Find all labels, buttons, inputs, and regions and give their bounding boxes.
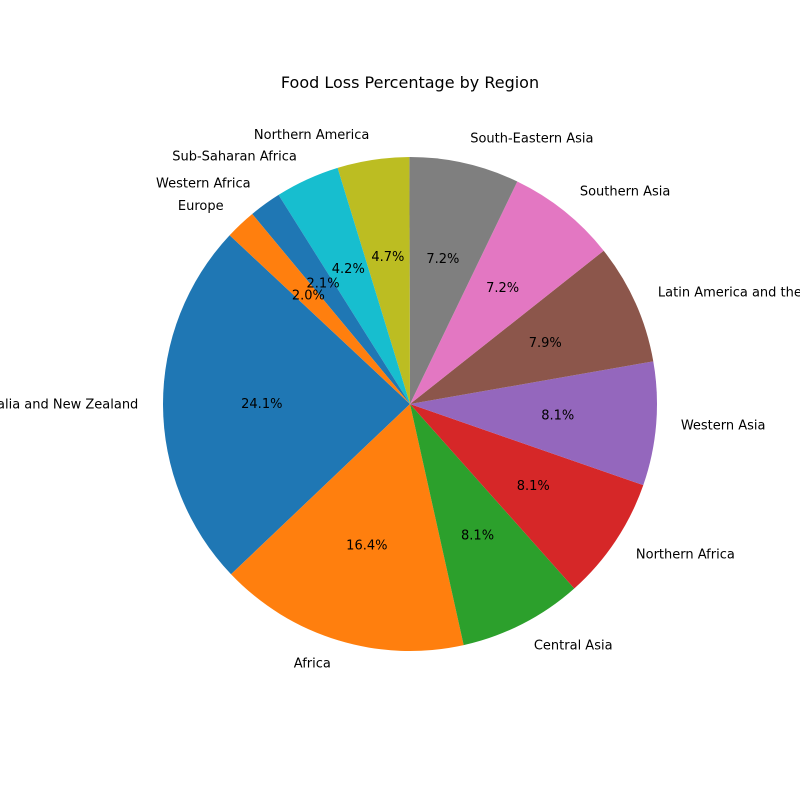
slice-label: South-Eastern Asia [470, 132, 593, 147]
pie-slice [410, 404, 644, 589]
slice-percent-label: 2.1% [307, 276, 340, 291]
slice-label: Northern Africa [636, 547, 735, 562]
slice-label: Europe [178, 199, 224, 214]
slice-percent-label: 7.2% [426, 252, 459, 267]
slice-label: Latin America and the Caribbean [658, 285, 800, 300]
slice-percent-label: 4.2% [332, 262, 365, 277]
slice-label: Australia and New Zealand [0, 398, 138, 413]
pie-slice [231, 404, 464, 652]
slice-percent-label: 24.1% [241, 397, 282, 412]
pie-slice [252, 194, 410, 404]
pie-slice [229, 213, 410, 404]
slice-percent-label: 8.1% [517, 479, 550, 494]
slice-percent-label: 16.4% [346, 538, 387, 553]
slice-label: Northern America [254, 128, 369, 143]
slice-label: Africa [294, 656, 331, 671]
slice-percent-label: 2.0% [292, 289, 325, 304]
slice-percent-label: 4.7% [371, 250, 404, 265]
slice-percent-label: 7.2% [486, 281, 519, 296]
pie-slices [163, 157, 657, 652]
slice-label: Western Asia [681, 418, 766, 433]
slice-label: Sub-Saharan Africa [172, 149, 297, 164]
slice-percent-label: 8.1% [541, 408, 574, 423]
chart-title: Food Loss Percentage by Region [281, 73, 539, 92]
slice-label: Central Asia [534, 638, 613, 653]
slice-percent-label: 8.1% [461, 528, 494, 543]
pie-slice [163, 235, 410, 575]
pie-slice [278, 167, 410, 404]
slice-percent-label: 7.9% [529, 336, 562, 351]
pie-slice [337, 157, 410, 404]
pie-slice [410, 181, 604, 404]
pie-labels: Australia and New Zealand 24.1% Africa 16.4… [0, 128, 800, 672]
slice-label: Western Africa [156, 176, 251, 191]
pie-slice [410, 250, 654, 404]
pie-slice [410, 404, 575, 646]
slice-label: Southern Asia [580, 184, 671, 199]
pie-slice [409, 157, 518, 404]
pie-slice [410, 361, 657, 486]
